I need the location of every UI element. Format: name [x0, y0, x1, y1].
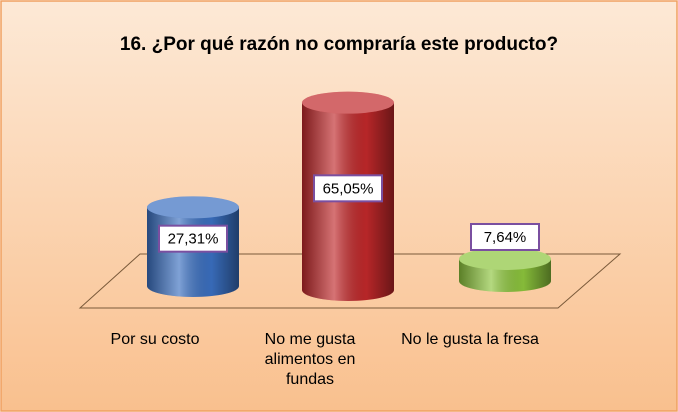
- floor: [78, 253, 622, 309]
- bar-top-highlight: [459, 247, 551, 270]
- value-label: 27,31%: [168, 231, 219, 248]
- value-label-box: [313, 174, 383, 203]
- bar-top: [302, 91, 394, 114]
- value-label-box: [470, 222, 540, 251]
- x-tick-label: Por su costo: [110, 331, 200, 348]
- x-tick-label: No me gusta alimentos en fundas: [264, 331, 356, 388]
- bar-top: [459, 247, 551, 270]
- value-label-box: [158, 224, 228, 253]
- bar-top: [147, 196, 239, 219]
- x-tick-label: No le gusta la fresa: [401, 331, 539, 348]
- chart-title: 16. ¿Por qué razón no compraría este pro…: [120, 34, 558, 55]
- value-label: 65,05%: [323, 180, 374, 197]
- bar-top-highlight: [302, 91, 394, 114]
- value-label: 7,64%: [484, 229, 527, 246]
- bar-top-highlight: [147, 196, 239, 219]
